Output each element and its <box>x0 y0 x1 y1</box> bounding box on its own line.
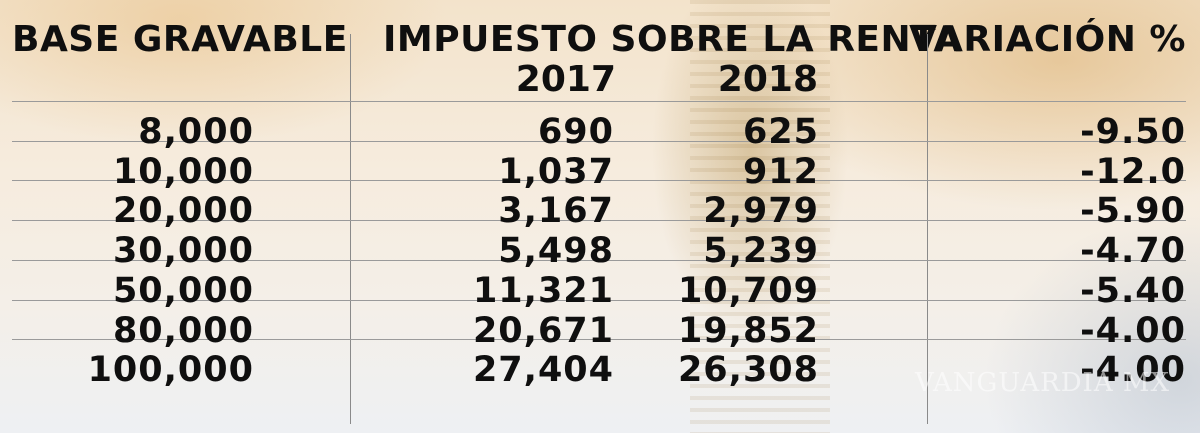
header-year-2018: 2018 <box>717 59 818 100</box>
cell-2017: 1,037 <box>498 151 614 192</box>
row-separator <box>12 140 1186 142</box>
cell-variacion: -4.70 <box>1080 231 1186 272</box>
cell-2017: 27,404 <box>472 350 614 391</box>
divider-right <box>927 34 928 424</box>
cell-2018: 26,308 <box>677 350 819 391</box>
cell-variacion: -4.00 <box>1080 310 1186 351</box>
row-separator <box>12 220 1186 222</box>
cell-base-gravable: 100,000 <box>87 350 254 391</box>
cell-2017: 5,498 <box>498 231 614 272</box>
row-separator <box>12 339 1186 341</box>
cell-variacion: -4.00 <box>1080 350 1186 391</box>
cell-2017: 690 <box>537 112 614 152</box>
cell-2018: 10,709 <box>677 270 819 311</box>
cell-2017: 3,167 <box>498 191 614 232</box>
cell-variacion: -9.50 <box>1080 112 1186 152</box>
cell-2018: 2,979 <box>703 191 819 232</box>
cell-2018: 5,239 <box>703 231 819 272</box>
cell-base-gravable: 8,000 <box>138 112 254 152</box>
cell-2018: 625 <box>742 112 819 152</box>
cell-base-gravable: 30,000 <box>112 231 254 272</box>
cell-variacion: -5.40 <box>1080 270 1186 311</box>
cell-base-gravable: 80,000 <box>112 310 254 351</box>
divider-left <box>350 34 351 424</box>
cell-2017: 11,321 <box>472 270 614 311</box>
watermark: VANGUARDIA MX <box>914 368 1170 398</box>
cell-2018: 19,852 <box>677 310 819 351</box>
cell-base-gravable: 50,000 <box>112 270 254 311</box>
row-separator <box>12 299 1186 301</box>
header-year-2017: 2017 <box>515 59 616 100</box>
row-separator <box>12 180 1186 182</box>
row-separator <box>12 101 1186 102</box>
cell-2017: 20,671 <box>472 310 614 351</box>
cell-base-gravable: 10,000 <box>112 151 254 192</box>
row-separator <box>12 259 1186 261</box>
cell-variacion: -5.90 <box>1080 191 1186 232</box>
header-base-gravable: BASE GRAVABLE <box>12 19 348 60</box>
coin-stack-image <box>690 0 830 433</box>
header-impuesto: IMPUESTO SOBRE LA RENTA <box>383 19 962 60</box>
cell-variacion: -12.0 <box>1080 151 1186 192</box>
cell-base-gravable: 20,000 <box>112 191 254 232</box>
cell-2018: 912 <box>742 151 819 192</box>
header-variacion: VARIACIÓN % <box>909 19 1186 60</box>
